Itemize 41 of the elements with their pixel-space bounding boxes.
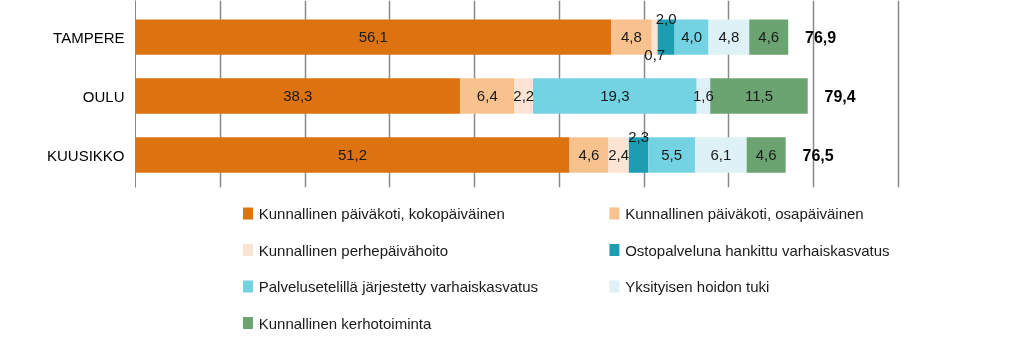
data-label: 11,5 [744,87,774,105]
legend-label: Palvelusetelillä järjestetty varhaiskasvatus [258,278,539,295]
data-label: 4,6 [758,28,780,46]
data-label: 6,1 [710,146,732,164]
data-label: 4,8 [718,28,740,46]
bar [694,137,747,173]
data-label: 38,3 [283,87,313,105]
total-label: 79,4 [824,88,856,106]
data-label: 4,6 [755,146,777,164]
data-label: 4,6 [578,146,600,164]
data-label: 56,1 [358,28,388,46]
data-label: 0,7 [644,45,666,63]
y-tick-label: TAMPERE [53,28,125,46]
bar [674,19,709,55]
legend-label: Kunnallinen kerhotoiminta [258,314,433,332]
data-label: 5,5 [661,146,683,164]
data-label: 6,4 [476,87,498,105]
bar [460,78,515,114]
data-label: 4,0 [681,28,703,46]
legend-label: Yksityisen hoidon tuki [625,278,770,295]
bar [746,137,786,173]
legend-label: Ostopalveluna hankittu varhaiskasvatus [625,241,890,259]
bar [135,19,612,55]
data-label: 2,3 [628,128,650,146]
legend-label: Kunnallinen perhepäivähoito [258,241,449,259]
bar [135,137,570,173]
y-tick-label: KUUSIKKO [46,146,125,164]
bar [569,137,609,173]
bar [708,19,750,55]
total-label: 76,5 [802,147,834,165]
legend-label: Kunnallinen päiväkoti, osapäiväinen [625,205,864,222]
data-label: 2,4 [608,146,630,164]
data-label: 51,2 [337,146,368,164]
data-label: 19,3 [600,87,630,105]
y-tick-label: OULU [82,87,125,105]
bar [135,78,461,114]
data-label: 4,8 [620,28,642,46]
bar [648,137,695,173]
legend-label: Kunnallinen päiväkoti, kokopäiväinen [258,205,505,222]
bar [749,19,789,55]
total-label: 76,9 [805,29,837,47]
